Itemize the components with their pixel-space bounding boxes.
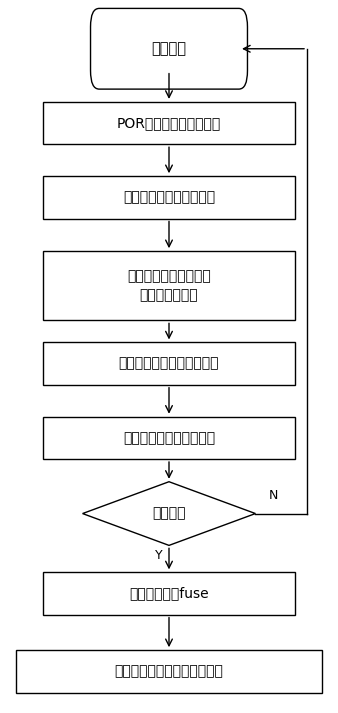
Text: 断开输入管脚连接的开关: 断开输入管脚连接的开关 xyxy=(123,431,215,445)
Text: 测试结果: 测试结果 xyxy=(152,506,186,520)
Text: 闭合输入管脚连接的开关: 闭合输入管脚连接的开关 xyxy=(123,190,215,205)
Text: 芯片上电: 芯片上电 xyxy=(151,41,187,56)
Text: 数据写完之后进入测试模式: 数据写完之后进入测试模式 xyxy=(119,356,219,371)
Text: POR产生寄存器复位信号: POR产生寄存器复位信号 xyxy=(117,116,221,130)
Bar xyxy=(43,416,295,459)
Text: 永久断开输入管脚连接的开关: 永久断开输入管脚连接的开关 xyxy=(115,665,223,678)
FancyBboxPatch shape xyxy=(91,9,247,89)
Bar xyxy=(43,342,295,385)
Text: N: N xyxy=(269,489,278,503)
Bar xyxy=(43,251,295,320)
Bar xyxy=(43,176,295,219)
Text: Y: Y xyxy=(155,549,163,562)
Bar xyxy=(43,573,295,615)
Bar xyxy=(43,102,295,144)
Text: 根据数据烧断fuse: 根据数据烧断fuse xyxy=(129,587,209,600)
Polygon shape xyxy=(82,482,256,545)
Text: 输入管脚传输时钟以及
数据写入寄存器: 输入管脚传输时钟以及 数据写入寄存器 xyxy=(127,270,211,302)
Bar xyxy=(16,650,322,692)
